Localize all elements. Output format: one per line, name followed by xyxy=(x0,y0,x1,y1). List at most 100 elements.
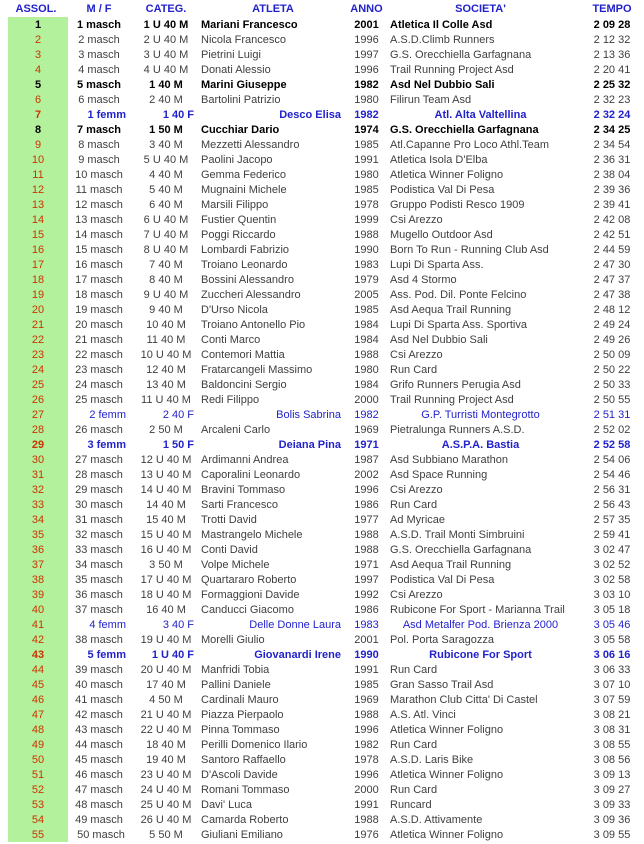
cell-anno: 1988 xyxy=(354,708,379,721)
table-row: 11 10 masch 4 40 M Gemma Federico 1980 Atleti… xyxy=(0,167,644,182)
cell-assol: 6 xyxy=(0,92,68,107)
cell-mf: 49 masch xyxy=(75,813,123,826)
cell-mf: 47 masch xyxy=(75,783,123,796)
cell-societa: A.S. Atl. Vinci xyxy=(390,708,456,721)
cell-atleta: Marsili Filippo xyxy=(201,198,269,211)
cell-atleta: Lombardi Fabrizio xyxy=(201,243,290,256)
cell-atleta: Caporalini Leonardo xyxy=(201,468,301,481)
cell-societa: Podistica Val Di Pesa xyxy=(390,573,495,586)
cell-categ: 17 U 40 M xyxy=(140,573,192,586)
cell-categ: 20 U 40 M xyxy=(140,663,192,676)
cell-assol: 15 xyxy=(0,227,68,242)
cell-mf: 8 masch xyxy=(78,138,120,151)
cell-categ: 5 U 40 M xyxy=(143,153,189,166)
cell-assol: 4 xyxy=(0,62,68,77)
cell-categ: 13 40 M xyxy=(146,378,186,391)
cell-societa: Asd Space Running xyxy=(390,468,488,481)
cell-mf: 5 masch xyxy=(76,78,122,91)
cell-tempo: 2 48 12 xyxy=(593,303,631,316)
cell-anno: 1978 xyxy=(354,198,379,211)
cell-societa: Asd Subbiano Marathon xyxy=(390,453,509,466)
cell-tempo: 2 25 32 xyxy=(593,78,631,91)
cell-categ: 10 40 M xyxy=(146,318,186,331)
table-row: 37 34 masch 3 50 M Volpe Michele 1971 Asd Aeq… xyxy=(0,557,644,572)
cell-societa: Pol. Porta Saragozza xyxy=(390,633,494,646)
cell-categ: 7 40 M xyxy=(149,258,183,271)
cell-mf: 1 masch xyxy=(76,18,122,31)
cell-mf: 31 masch xyxy=(75,513,123,526)
cell-anno: 1988 xyxy=(354,228,379,241)
cell-tempo: 3 03 10 xyxy=(593,588,631,601)
cell-categ: 1 50 F xyxy=(162,438,194,451)
cell-atleta: Paolini Jacopo xyxy=(201,153,273,166)
cell-societa: Marathon Club Citta' Di Castel xyxy=(390,693,538,706)
table-row: 55 50 masch 5 50 M Giuliani Emiliano 1976 Atl… xyxy=(0,827,644,842)
cell-atleta: Zuccheri Alessandro xyxy=(201,288,301,301)
table-row: 43 5 femm 1 U 40 F Giovanardi Irene 1990 Rubi… xyxy=(0,647,644,662)
cell-assol: 10 xyxy=(0,152,68,167)
cell-societa: A.S.D.Climb Runners xyxy=(390,33,495,46)
cell-mf: 41 masch xyxy=(75,693,123,706)
cell-tempo: 2 52 58 xyxy=(593,438,631,451)
cell-mf: 44 masch xyxy=(75,738,123,751)
cell-societa: Pietralunga Runners A.S.D. xyxy=(390,423,525,436)
cell-atleta: Ardimanni Andrea xyxy=(201,453,289,466)
cell-atleta: Canducci Giacomo xyxy=(201,603,294,616)
table-row: 10 9 masch 5 U 40 M Paolini Jacopo 1991 Atlet… xyxy=(0,152,644,167)
table-row: 31 28 masch 13 U 40 M Caporalini Leonardo 20… xyxy=(0,467,644,482)
cell-mf: 3 masch xyxy=(78,48,120,61)
cell-assol: 53 xyxy=(0,797,68,812)
cell-tempo: 3 02 47 xyxy=(593,543,631,556)
table-row: 28 26 masch 2 50 M Arcaleni Carlo 1969 Pietra… xyxy=(0,422,644,437)
cell-tempo: 2 54 06 xyxy=(593,453,631,466)
cell-mf: 27 masch xyxy=(75,453,123,466)
cell-categ: 11 40 M xyxy=(146,333,186,346)
cell-assol: 2 xyxy=(0,32,68,47)
cell-categ: 8 U 40 M xyxy=(143,243,189,256)
table-row: 26 25 masch 11 U 40 M Redi Filippo 2000 Trail… xyxy=(0,392,644,407)
cell-mf: 2 masch xyxy=(78,33,120,46)
cell-societa: Gran Sasso Trail Asd xyxy=(390,678,494,691)
cell-assol: 13 xyxy=(0,197,68,212)
table-row: 54 49 masch 26 U 40 M Camarda Roberto 1988 A.… xyxy=(0,812,644,827)
table-row: 22 21 masch 11 40 M Conti Marco 1984 Asd Nel … xyxy=(0,332,644,347)
cell-assol: 22 xyxy=(0,332,68,347)
table-row: 5 5 masch 1 40 M Marini Giuseppe 1982 Asd Nel… xyxy=(0,77,644,92)
col-header-atleta: ATLETA xyxy=(252,2,294,15)
cell-tempo: 2 52 02 xyxy=(593,423,631,436)
cell-categ: 4 40 M xyxy=(149,168,183,181)
cell-atleta: Fratarcangeli Massimo xyxy=(201,363,313,376)
cell-categ: 17 40 M xyxy=(146,678,186,691)
cell-mf: 1 femm xyxy=(87,108,126,121)
cell-mf: 4 femm xyxy=(89,618,126,631)
cell-atleta: Deiana Pina xyxy=(278,438,341,451)
cell-atleta: Davi' Luca xyxy=(201,798,253,811)
cell-assol: 55 xyxy=(0,827,68,842)
cell-categ: 13 U 40 M xyxy=(140,468,192,481)
cell-anno: 1999 xyxy=(354,213,379,226)
cell-assol: 26 xyxy=(0,392,68,407)
cell-categ: 24 U 40 M xyxy=(140,783,192,796)
cell-mf: 20 masch xyxy=(75,318,123,331)
cell-atleta: Donati Alessio xyxy=(201,63,271,76)
cell-categ: 16 40 M xyxy=(146,603,186,616)
cell-anno: 1969 xyxy=(354,693,379,706)
cell-atleta: Mariani Francesco xyxy=(201,18,298,31)
cell-societa: Asd Nel Dubbio Sali xyxy=(390,333,488,346)
table-row: 41 4 femm 3 40 F Delle Donne Laura 1983 Asd M… xyxy=(0,617,644,632)
cell-categ: 22 U 40 M xyxy=(140,723,192,736)
cell-tempo: 2 59 41 xyxy=(593,528,631,541)
cell-mf: 33 masch xyxy=(75,543,123,556)
cell-societa: A.S.D. Trail Monti Simbruini xyxy=(390,528,525,541)
cell-tempo: 3 06 33 xyxy=(593,663,631,676)
cell-mf: 48 masch xyxy=(75,798,123,811)
cell-atleta: Conti Marco xyxy=(201,333,261,346)
cell-atleta: Troiano Antonello Pio xyxy=(201,318,306,331)
cell-assol: 20 xyxy=(0,302,68,317)
cell-atleta: Mastrangelo Michele xyxy=(201,528,303,541)
table-row: 36 33 masch 16 U 40 M Conti David 1988 G.S. O… xyxy=(0,542,644,557)
cell-categ: 12 40 M xyxy=(146,363,186,376)
cell-mf: 28 masch xyxy=(75,468,123,481)
cell-assol: 43 xyxy=(0,647,68,662)
